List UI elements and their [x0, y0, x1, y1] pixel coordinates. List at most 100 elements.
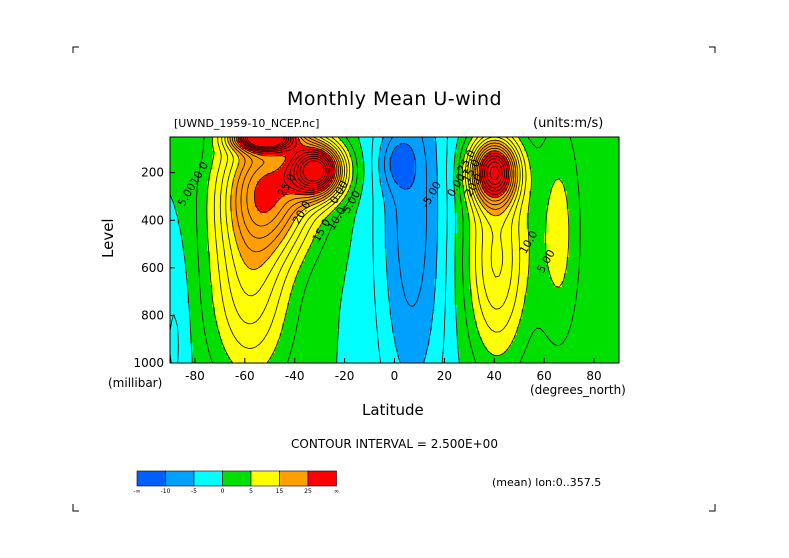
field-cell: [374, 143, 378, 146]
field-cell: [409, 149, 413, 152]
field-cell: [441, 141, 445, 144]
field-cell: [431, 147, 436, 150]
field-cell: [257, 149, 261, 152]
field-cell: [282, 151, 286, 154]
field-cell: [344, 137, 348, 140]
field-cell: [282, 141, 286, 144]
field-cell: [514, 149, 518, 152]
field-cell: [197, 147, 201, 150]
field-cell: [546, 153, 550, 156]
field-cell: [219, 153, 223, 156]
field-cell: [292, 139, 296, 142]
field-cell: [439, 137, 443, 140]
field-cell: [401, 149, 406, 152]
field-cell: [464, 147, 468, 150]
field-cell: [416, 147, 421, 150]
field-cell: [259, 147, 263, 150]
field-cell: [516, 145, 520, 148]
field-cell: [414, 153, 418, 156]
field-cell: [372, 149, 376, 152]
field-cell: [529, 151, 533, 154]
field-cell: [309, 145, 313, 148]
field-cell: [421, 153, 426, 156]
field-cell: [392, 147, 396, 150]
field-cell: [249, 141, 253, 144]
field-cell: [501, 149, 505, 152]
field-cell: [214, 143, 218, 146]
field-cell: [606, 143, 610, 146]
field-cell: [581, 137, 585, 140]
field-cell: [329, 153, 333, 156]
field-cell: [511, 149, 515, 152]
field-cell: [264, 139, 268, 142]
field-cell: [369, 147, 373, 150]
field-cell: [411, 147, 416, 150]
field-cell: [536, 149, 540, 152]
field-cell: [259, 151, 263, 154]
field-cell: [411, 145, 416, 148]
field-cell: [339, 147, 343, 150]
field-cell: [322, 153, 326, 156]
field-cell: [309, 137, 313, 140]
field-cell: [581, 151, 585, 154]
field-cell: [441, 147, 445, 150]
field-cell: [559, 145, 563, 148]
field-cell: [456, 149, 460, 152]
field-cell: [549, 143, 553, 146]
field-cell: [214, 145, 218, 148]
field-cell: [609, 141, 613, 144]
field-cell: [202, 141, 206, 144]
field-cell: [431, 149, 436, 152]
field-cell: [429, 145, 433, 148]
field-cell: [367, 143, 371, 146]
field-cell: [404, 145, 408, 148]
field-cell: [212, 141, 216, 144]
field-cell: [489, 147, 493, 150]
field-cell: [516, 141, 520, 144]
field-cell: [357, 147, 361, 150]
field-cell: [224, 147, 228, 150]
field-cell: [362, 147, 366, 150]
field-cell: [382, 149, 386, 152]
field-cell: [584, 137, 588, 140]
field-cell: [564, 143, 568, 146]
field-cell: [429, 151, 433, 154]
field-cell: [454, 137, 458, 140]
field-cell: [197, 139, 201, 142]
field-cell: [556, 143, 560, 146]
field-cell: [519, 145, 523, 148]
field-cell: [419, 137, 423, 140]
field-cell: [489, 137, 493, 140]
field-cell: [302, 143, 306, 146]
field-cell: [172, 137, 176, 140]
field-cell: [526, 145, 530, 148]
field-cell: [439, 153, 443, 156]
field-cell: [594, 153, 598, 156]
field-cell: [227, 149, 231, 152]
field-cell: [392, 151, 396, 154]
field-cell: [367, 151, 371, 154]
field-cell: [474, 143, 478, 146]
field-cell: [616, 139, 619, 142]
field-cell: [404, 151, 408, 154]
field-cell: [197, 145, 201, 148]
field-cell: [209, 141, 213, 144]
field-cell: [334, 137, 338, 140]
field-cell: [359, 141, 363, 144]
field-cell: [491, 137, 495, 140]
field-cell: [289, 139, 293, 142]
field-cell: [394, 151, 398, 154]
field-cell: [526, 147, 530, 150]
field-cell: [224, 141, 228, 144]
field-cell: [576, 153, 580, 156]
field-cell: [479, 137, 483, 140]
field-cell: [349, 141, 353, 144]
field-cell: [362, 149, 366, 152]
field-cell: [377, 141, 381, 144]
field-cell: [202, 145, 206, 148]
field-cell: [364, 143, 368, 146]
field-cell: [207, 141, 211, 144]
field-cell: [244, 151, 248, 154]
field-cell: [554, 151, 558, 154]
